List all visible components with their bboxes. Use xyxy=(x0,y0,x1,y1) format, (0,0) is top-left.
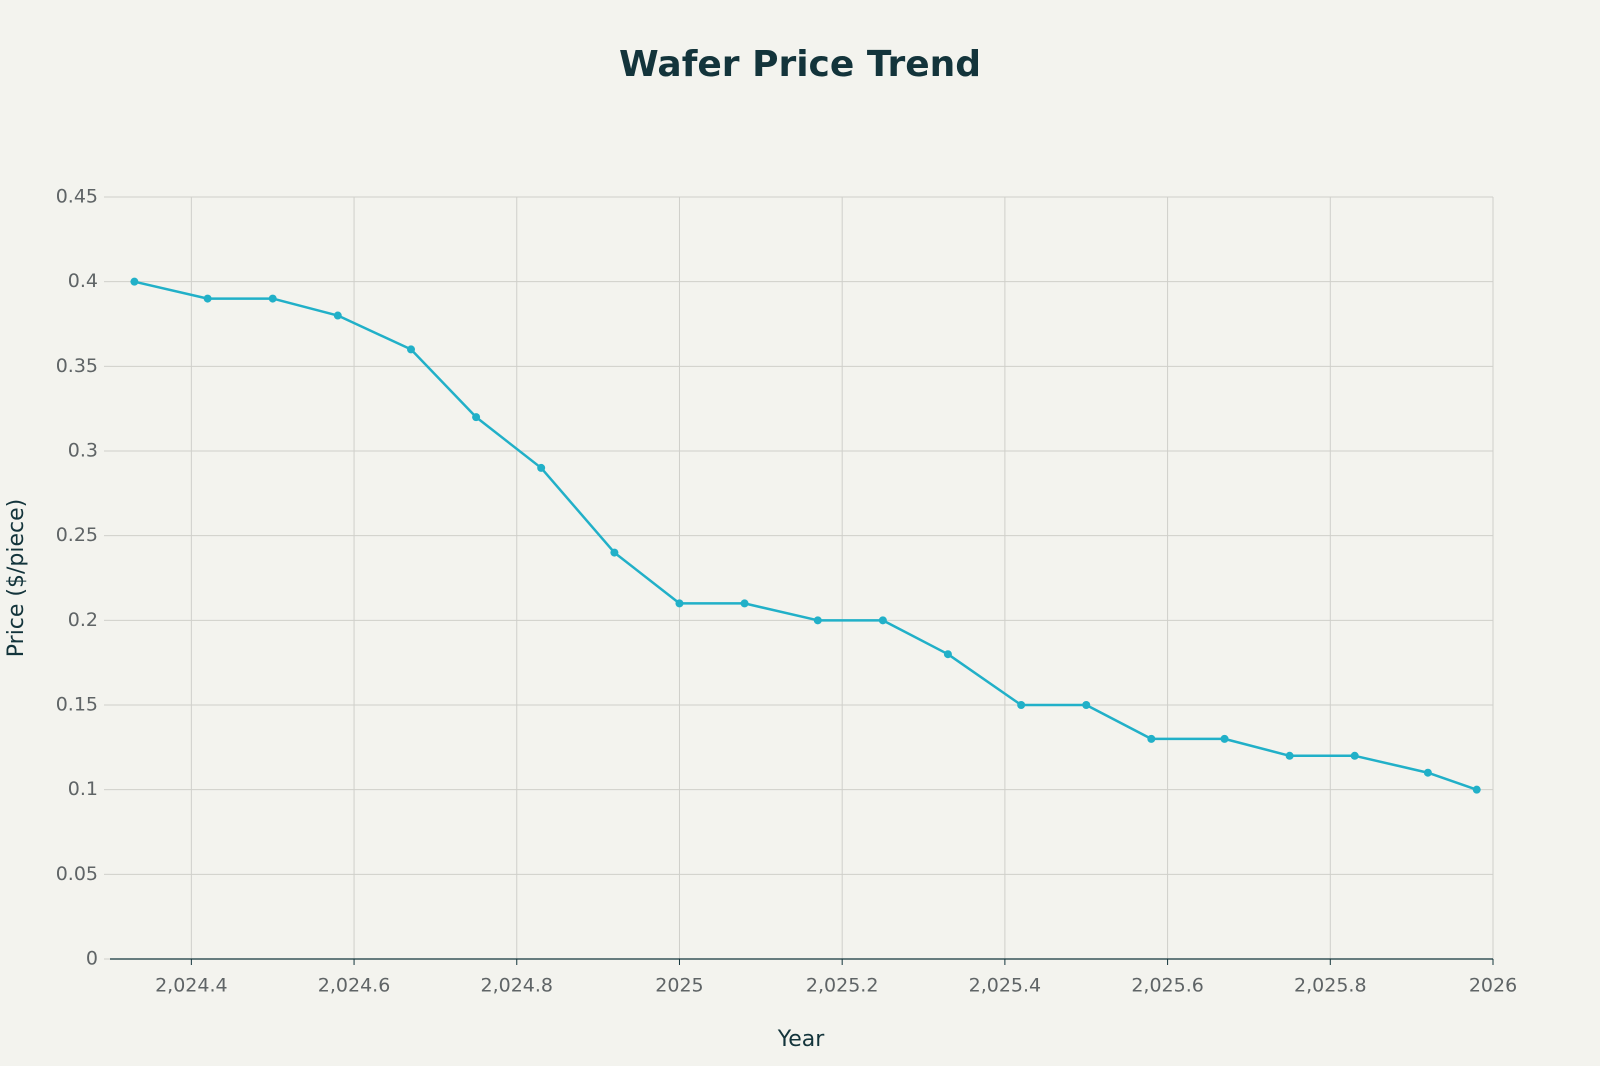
y-tick-label: 0.15 xyxy=(56,694,98,716)
data-point xyxy=(1472,785,1481,794)
data-point xyxy=(1147,734,1156,743)
y-tick-label: 0.4 xyxy=(68,270,98,292)
x-tick-label: 2,024.6 xyxy=(318,975,391,997)
data-point xyxy=(813,616,822,625)
data-point xyxy=(1082,701,1091,709)
data-point xyxy=(130,277,139,286)
data-point xyxy=(1220,734,1229,743)
x-tick-label: 2,025.6 xyxy=(1131,975,1204,997)
y-axis-label: Price ($/piece) xyxy=(4,499,29,657)
data-point xyxy=(943,650,952,659)
x-tick-label: 2026 xyxy=(1469,975,1517,997)
data-point xyxy=(1350,751,1359,760)
data-point xyxy=(1423,768,1432,777)
x-axis-label: Year xyxy=(777,1027,826,1052)
data-point xyxy=(1285,751,1294,760)
data-point xyxy=(472,413,481,422)
data-point xyxy=(1017,701,1026,709)
data-point xyxy=(675,599,684,608)
x-tick-label: 2,024.4 xyxy=(155,975,228,997)
data-point xyxy=(610,548,619,557)
data-point xyxy=(407,345,416,354)
x-tick-label: 2,024.8 xyxy=(480,975,553,997)
x-tick-label: 2,025.8 xyxy=(1294,975,1367,997)
data-point xyxy=(537,463,546,472)
y-tick-label: 0.45 xyxy=(56,186,98,208)
x-tick-label: 2025 xyxy=(655,975,703,997)
x-tick-label: 2,025.4 xyxy=(969,975,1042,997)
x-tick-label: 2,025.2 xyxy=(806,975,879,997)
data-point xyxy=(740,599,749,608)
data-point xyxy=(333,311,342,320)
y-tick-label: 0.25 xyxy=(56,524,98,546)
data-point xyxy=(203,294,212,303)
y-tick-label: 0 xyxy=(86,948,98,970)
y-tick-label: 0.35 xyxy=(56,355,98,377)
y-tick-label: 0.3 xyxy=(68,440,98,462)
y-tick-label: 0.2 xyxy=(68,609,98,631)
chart-title: Wafer Price Trend xyxy=(619,44,981,85)
data-point xyxy=(878,616,887,625)
y-tick-label: 0.1 xyxy=(68,778,98,800)
data-point xyxy=(268,294,277,303)
y-tick-label: 0.05 xyxy=(56,863,98,885)
